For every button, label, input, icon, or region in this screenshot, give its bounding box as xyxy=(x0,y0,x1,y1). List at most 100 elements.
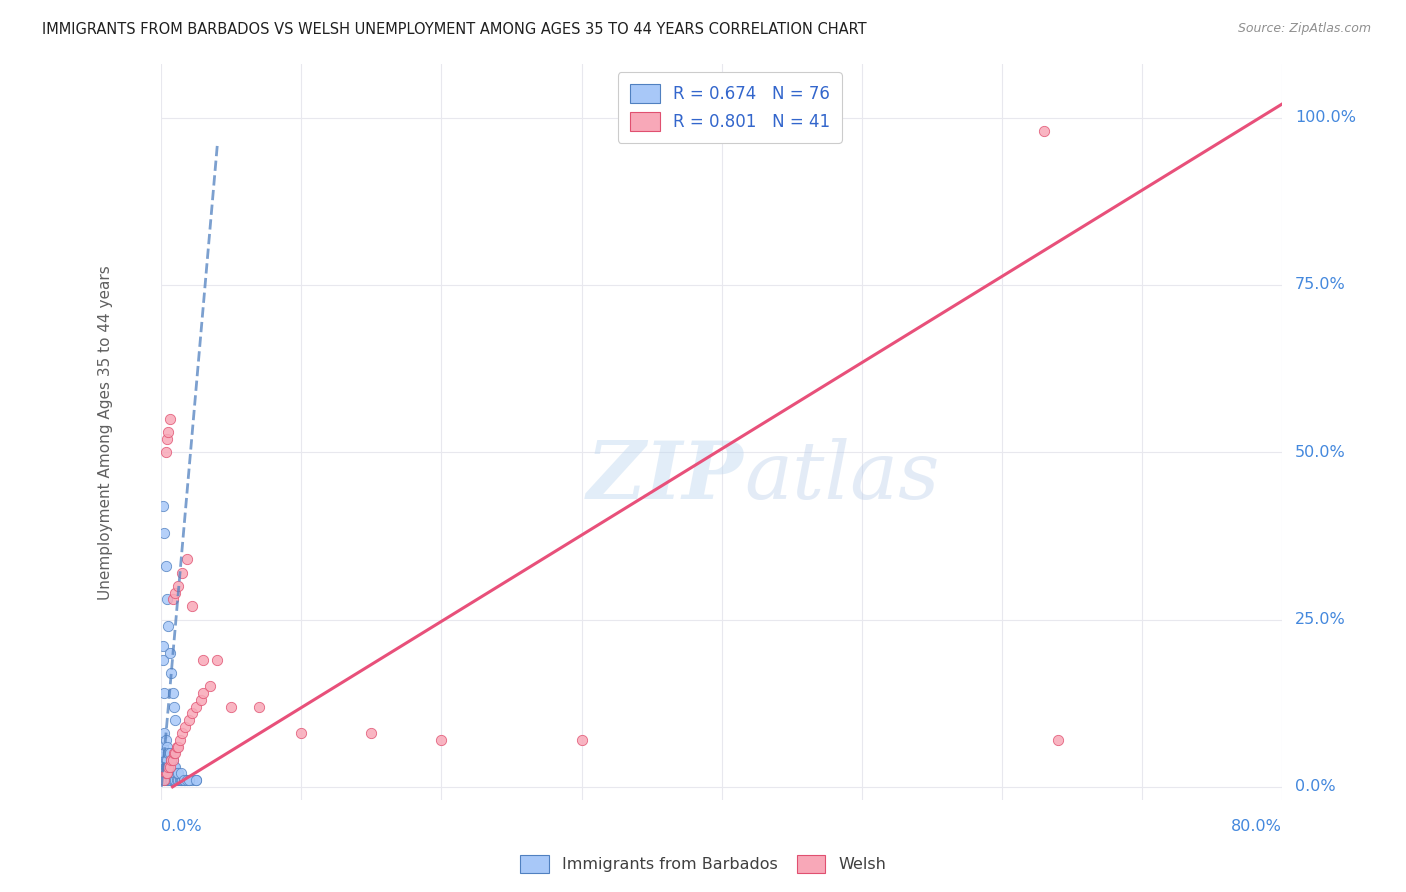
Point xyxy=(193,653,215,667)
Legend: R = 0.674   N = 76, R = 0.801   N = 41: R = 0.674 N = 76, R = 0.801 N = 41 xyxy=(617,72,842,143)
Text: Unemployment Among Ages 35 to 44 years: Unemployment Among Ages 35 to 44 years xyxy=(98,265,112,599)
Point xyxy=(156,760,179,774)
Point xyxy=(155,733,177,747)
Point xyxy=(186,699,208,714)
Point xyxy=(153,747,176,761)
Point xyxy=(179,773,201,788)
Point xyxy=(166,766,188,780)
Point xyxy=(156,766,179,780)
Point xyxy=(152,747,174,761)
Point xyxy=(163,699,186,714)
Point xyxy=(1032,124,1054,138)
Point xyxy=(155,559,177,574)
Point xyxy=(155,773,177,788)
Point xyxy=(152,739,174,754)
Point xyxy=(162,773,184,788)
Point xyxy=(170,766,193,780)
Point xyxy=(157,766,180,780)
Point xyxy=(162,592,184,607)
Text: atlas: atlas xyxy=(744,438,939,515)
Point xyxy=(160,766,183,780)
Point xyxy=(179,773,201,788)
Text: IMMIGRANTS FROM BARBADOS VS WELSH UNEMPLOYMENT AMONG AGES 35 TO 44 YEARS CORRELA: IMMIGRANTS FROM BARBADOS VS WELSH UNEMPL… xyxy=(42,22,868,37)
Point xyxy=(160,753,183,767)
Point xyxy=(181,773,204,788)
Text: 80.0%: 80.0% xyxy=(1230,819,1282,834)
Point xyxy=(181,706,204,721)
Point xyxy=(156,753,179,767)
Point xyxy=(159,766,181,780)
Point xyxy=(174,720,197,734)
Point xyxy=(190,693,212,707)
Point xyxy=(156,432,179,446)
Point xyxy=(152,499,174,513)
Point xyxy=(247,699,270,714)
Point xyxy=(172,566,194,580)
Point xyxy=(160,773,183,788)
Point xyxy=(157,747,180,761)
Point xyxy=(167,579,190,593)
Point xyxy=(153,726,176,740)
Text: 25.0%: 25.0% xyxy=(1295,612,1346,627)
Point xyxy=(156,766,179,780)
Text: 0.0%: 0.0% xyxy=(162,819,202,834)
Point xyxy=(157,760,180,774)
Text: ZIP: ZIP xyxy=(588,438,744,515)
Point xyxy=(160,753,183,767)
Point xyxy=(173,773,195,788)
Point xyxy=(172,726,194,740)
Text: 50.0%: 50.0% xyxy=(1295,445,1346,459)
Point xyxy=(176,773,198,788)
Point xyxy=(159,646,181,660)
Point xyxy=(163,747,186,761)
Point xyxy=(159,747,181,761)
Point xyxy=(207,653,229,667)
Point xyxy=(152,766,174,780)
Point xyxy=(166,773,188,788)
Point xyxy=(221,699,243,714)
Point xyxy=(152,640,174,654)
Point xyxy=(193,686,215,700)
Point xyxy=(156,592,179,607)
Point xyxy=(159,411,181,425)
Point xyxy=(153,686,176,700)
Point xyxy=(165,760,187,774)
Point xyxy=(165,586,187,600)
Text: 0.0%: 0.0% xyxy=(1295,780,1336,795)
Point xyxy=(155,766,177,780)
Point xyxy=(179,713,201,727)
Point xyxy=(174,773,197,788)
Point xyxy=(162,766,184,780)
Point xyxy=(153,760,176,774)
Point xyxy=(153,766,176,780)
Point xyxy=(157,425,180,439)
Point xyxy=(571,733,593,747)
Point xyxy=(152,760,174,774)
Point xyxy=(170,773,193,788)
Point xyxy=(176,552,198,566)
Point xyxy=(186,773,208,788)
Point xyxy=(181,599,204,614)
Point xyxy=(152,753,174,767)
Point xyxy=(153,773,176,788)
Point xyxy=(430,733,453,747)
Point xyxy=(152,760,174,774)
Point xyxy=(155,753,177,767)
Point xyxy=(165,766,187,780)
Point xyxy=(200,680,222,694)
Point xyxy=(153,753,176,767)
Point xyxy=(167,739,190,754)
Text: Source: ZipAtlas.com: Source: ZipAtlas.com xyxy=(1237,22,1371,36)
Point xyxy=(165,773,187,788)
Point xyxy=(152,653,174,667)
Point xyxy=(163,773,186,788)
Point xyxy=(157,619,180,633)
Text: 100.0%: 100.0% xyxy=(1295,110,1357,125)
Point xyxy=(152,766,174,780)
Point xyxy=(155,760,177,774)
Point xyxy=(176,773,198,788)
Point xyxy=(162,753,184,767)
Point xyxy=(153,525,176,540)
Point xyxy=(169,733,191,747)
Point xyxy=(290,726,312,740)
